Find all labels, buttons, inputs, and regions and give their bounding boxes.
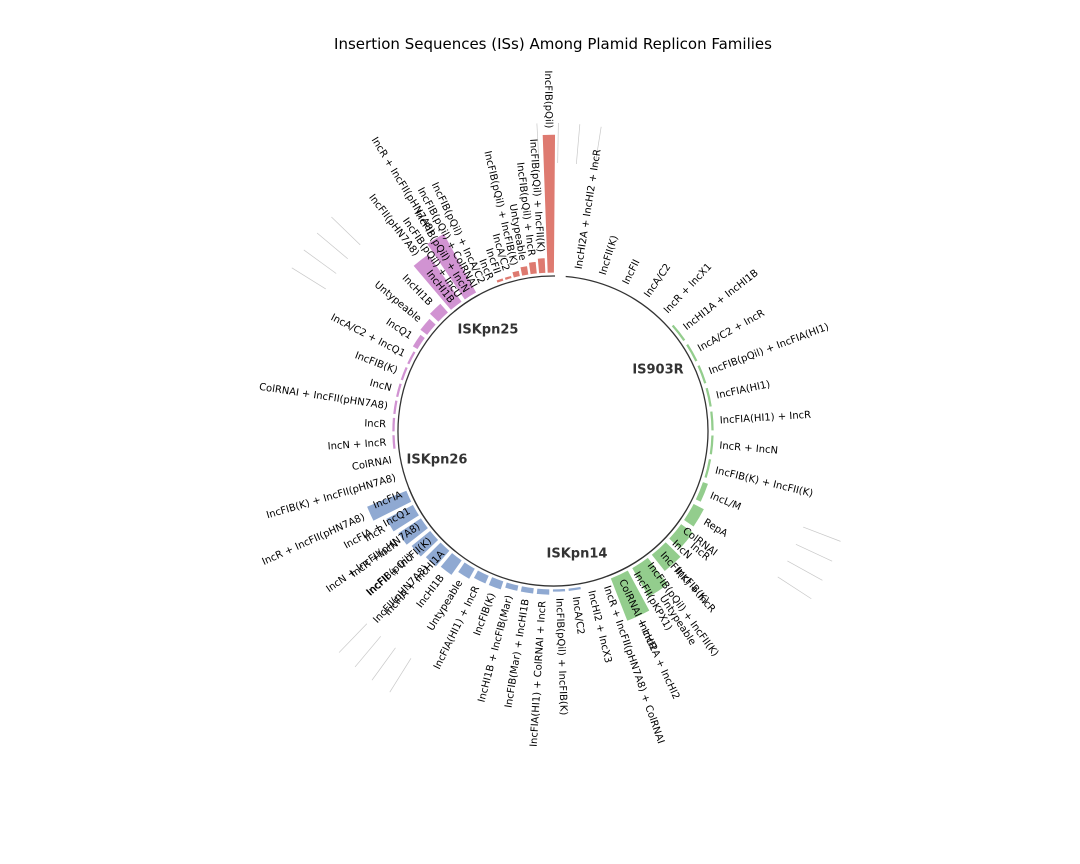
bar (366, 489, 413, 522)
bar (536, 257, 547, 275)
bar (694, 481, 710, 503)
bar (535, 587, 551, 596)
bar (385, 503, 421, 533)
bar (406, 350, 417, 366)
bar (519, 585, 535, 595)
bar (696, 364, 708, 385)
group-arc (453, 275, 556, 312)
guide-line (331, 216, 361, 246)
bar (424, 541, 451, 568)
groups-layer: IS903R ISKpn14 ISKpn26 ISKpn25 (397, 275, 709, 587)
bar (704, 386, 713, 408)
category-label: IncN + IncR (327, 438, 386, 453)
guide-line (354, 636, 382, 668)
bar (650, 541, 682, 573)
category-label: IncFIB(K) + IncFII(K) (714, 465, 814, 499)
bar (668, 523, 695, 550)
guide-line (576, 124, 581, 165)
group-label: ISKpn25 (458, 323, 519, 338)
guide-line (787, 560, 823, 581)
category-label: IncFII (621, 258, 643, 287)
group-label: ISKpn26 (407, 453, 468, 468)
bar (708, 434, 715, 456)
guide-line (389, 658, 412, 693)
bar (410, 529, 440, 558)
category-label: ColRNAI (351, 455, 392, 473)
bar (392, 399, 399, 415)
bar (487, 576, 505, 591)
bar (511, 269, 521, 279)
bar (472, 569, 490, 585)
bar (439, 551, 463, 576)
bar (519, 265, 530, 277)
guide-line (338, 623, 368, 653)
bar (419, 317, 437, 336)
guide-line (803, 526, 841, 542)
guide-lines (291, 123, 841, 693)
bars-layer (366, 134, 715, 622)
bar (609, 569, 651, 622)
guide-line (291, 267, 326, 290)
guide-line (536, 123, 540, 164)
category-label: IncFIB(pQil) (542, 70, 554, 128)
group-label: IS903R (632, 363, 683, 378)
bar (428, 302, 450, 323)
guide-line (777, 576, 812, 600)
bar (395, 382, 403, 398)
category-label: IncN (368, 378, 392, 394)
bar (391, 416, 397, 433)
category-label: IncA/C2 (570, 596, 586, 635)
category-label: IncL/M (708, 491, 742, 513)
category-label: IncFIA(HI1) (715, 379, 771, 401)
bar (528, 261, 538, 276)
bar (426, 232, 478, 301)
guide-line (795, 543, 833, 562)
bar (495, 277, 505, 284)
category-label: IncFIA(HI1) + ColRNAI + IncR (529, 600, 549, 747)
category-label: IncQ1 (384, 317, 414, 342)
category-label: IncR (364, 418, 386, 430)
category-label: IncHI2A + IncHI2 + IncR (574, 148, 604, 270)
bar (397, 517, 429, 546)
bar (682, 502, 705, 528)
category-label: IncA/C2 (642, 262, 673, 300)
group-label: ISKpn14 (547, 547, 608, 562)
group-arc (397, 293, 480, 552)
bar (631, 556, 669, 598)
bar (412, 253, 463, 311)
guide-line (371, 647, 396, 681)
guide-line (557, 123, 559, 164)
bar (567, 586, 582, 592)
category-label: IncFIB(pQil) + IncFIB(K) (553, 598, 568, 716)
category-label: IncR + IncN (719, 441, 778, 457)
category-label: RepA (701, 517, 729, 540)
bar (541, 134, 556, 274)
guide-line (303, 249, 337, 274)
bar (703, 458, 713, 479)
category-label: IncFIA(HI1) + IncR (719, 410, 811, 427)
bar (504, 581, 520, 592)
bar (399, 365, 409, 382)
guide-line (316, 232, 348, 260)
bar (391, 434, 397, 450)
bar (670, 323, 687, 343)
chart-title: Insertion Sequences (ISs) Among Plamid R… (334, 35, 772, 53)
guide-line (594, 126, 602, 167)
bar (709, 410, 715, 432)
bar (503, 274, 513, 281)
bar (552, 588, 566, 593)
bar (411, 333, 426, 351)
category-label: IncFII(K) (598, 234, 621, 276)
bar (685, 342, 699, 363)
bar (457, 561, 476, 580)
